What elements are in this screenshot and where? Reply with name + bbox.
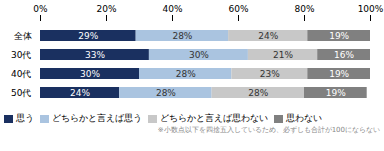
html-text:※小数点以下を四捨五入しているため、必ずしも合計が100にな: ※小数点以下を四捨五入しているため、必ずしも合計が100にならない (157, 126, 380, 134)
svg-text:0%: 0% (33, 4, 48, 14)
svg-text:23%: 23% (260, 69, 280, 79)
svg-text:30%: 30% (80, 69, 100, 79)
svg-text:19%: 19% (329, 69, 349, 79)
html-text:思う: 思う (16, 113, 34, 123)
svg-text:100%: 100% (358, 4, 384, 14)
svg-text:40%: 40% (162, 4, 182, 14)
svg-text:全体: 全体 (14, 31, 32, 41)
html-text:どちらかと言えば思う: どちらかと言えば思う (52, 113, 142, 123)
svg-text:30代: 30代 (11, 50, 31, 60)
html-text:どちらかと言えば思わない: どちらかと言えば思わない (160, 113, 268, 123)
svg-text:20%: 20% (96, 4, 116, 14)
svg-text:28%: 28% (172, 31, 192, 41)
svg-text:24%: 24% (70, 88, 90, 98)
svg-text:33%: 33% (85, 50, 105, 60)
svg-text:24%: 24% (258, 31, 278, 41)
svg-text:60%: 60% (228, 4, 248, 14)
svg-text:21%: 21% (273, 50, 293, 60)
svg-text:28%: 28% (176, 69, 196, 79)
svg-text:16%: 16% (334, 50, 354, 60)
svg-text:29%: 29% (78, 31, 98, 41)
svg-text:28%: 28% (156, 88, 176, 98)
html-text:思わない: 思わない (286, 113, 322, 123)
svg-text:19%: 19% (326, 88, 346, 98)
svg-text:30%: 30% (189, 50, 209, 60)
svg-text:40代: 40代 (11, 69, 31, 79)
svg-text:50代: 50代 (11, 88, 31, 98)
svg-text:28%: 28% (248, 88, 268, 98)
svg-text:80%: 80% (294, 4, 314, 14)
svg-text:19%: 19% (329, 31, 349, 41)
